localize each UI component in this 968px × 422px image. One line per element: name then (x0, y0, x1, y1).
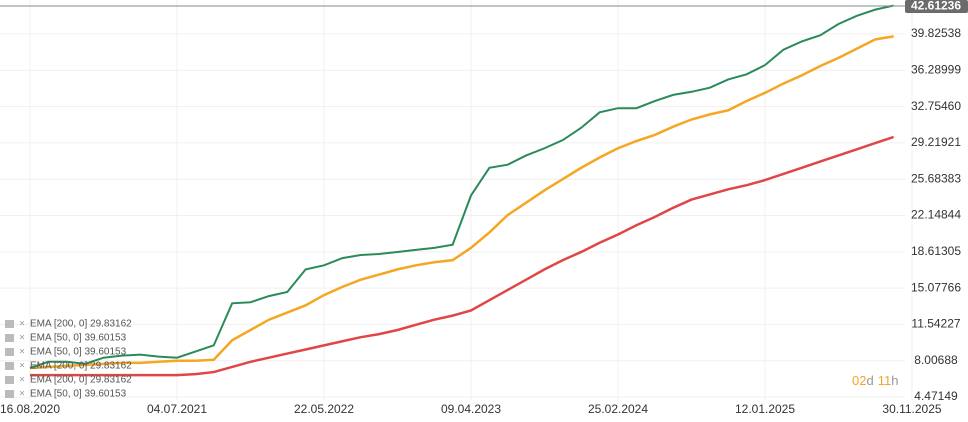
plot (29, 4, 895, 377)
legend-icon (5, 376, 14, 384)
y-tick-label: 32.75460 (911, 99, 961, 113)
y-tick-label: 15.07766 (911, 280, 961, 294)
legend-close: × (19, 389, 25, 400)
legend-entry: EMA [50, 0] 39.60153 (30, 389, 127, 400)
x-tick-label: 09.04.2023 (441, 402, 501, 416)
y-tick-label: 22.14844 (911, 208, 961, 222)
y-tick-label: 39.82538 (911, 26, 961, 40)
y-tick-label: 36.28999 (911, 63, 961, 77)
y-tick-label: 18.61305 (911, 244, 961, 258)
countdown: 02d 11h (852, 373, 898, 388)
legend-entry: EMA [50, 0] 39.60153 (30, 347, 127, 358)
series-line (29, 4, 894, 369)
x-tick-label: 30.11.2025 (882, 402, 941, 416)
y-tick-label: 25.68383 (911, 171, 961, 185)
countdown-part: d (866, 373, 873, 388)
countdown-part: 11 (878, 373, 892, 388)
y-tick-label: 4.47149 (914, 389, 958, 403)
grid (0, 0, 913, 400)
legend-close: × (19, 361, 25, 372)
y-tick-label: 29.21921 (911, 135, 961, 149)
x-tick-label: 25.02.2024 (588, 402, 648, 416)
legend-icon (5, 362, 14, 370)
y-tick-label: 11.54227 (911, 317, 960, 331)
y-tick-label: 8.00688 (914, 353, 958, 367)
legend-close: × (19, 319, 25, 330)
last-price: 42.61236 (911, 0, 961, 13)
legend-close: × (19, 347, 25, 358)
price-tag (905, 0, 968, 13)
x-tick-label: 22.05.2022 (294, 402, 354, 416)
legend-icon (5, 390, 14, 398)
legend: × EMA [200, 0] 29.83162 × EMA [50, 0] 39.60… (5, 319, 132, 400)
countdown-part: 02 (852, 373, 866, 388)
x-tick-label: 04.07.2021 (147, 402, 207, 416)
legend-entry: EMA [200, 0] 29.83162 (30, 375, 132, 386)
legend-icon (5, 348, 14, 356)
legend-close: × (19, 333, 25, 344)
x-tick-label: 12.01.2025 (735, 402, 795, 416)
legend-icon (5, 334, 14, 342)
legend-entry: EMA [200, 0] 29.83162 (30, 319, 132, 330)
series-line (30, 135, 895, 377)
legend-entry: EMA [200, 0] 29.83162 (30, 361, 132, 372)
legend-close: × (19, 375, 25, 386)
x-tick-label: 16.08.2020 (0, 402, 60, 416)
legend-entry: EMA [50, 0] 39.60153 (30, 333, 127, 344)
legend-icon (5, 320, 14, 328)
series-line (29, 35, 894, 370)
countdown-part: h (891, 373, 898, 388)
